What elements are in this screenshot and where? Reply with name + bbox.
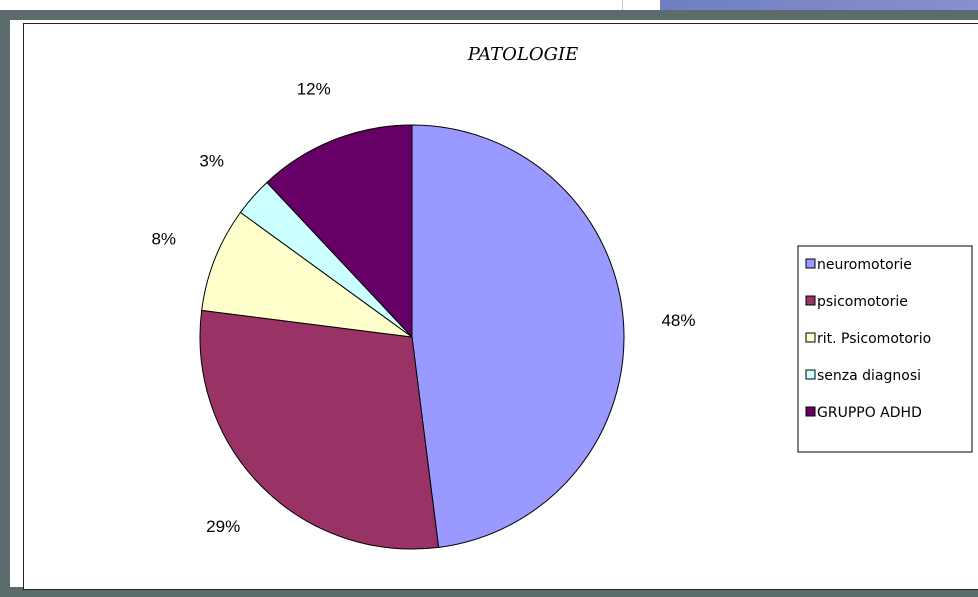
data-label: 3% — [199, 151, 224, 170]
pie-slice-neuromotorie — [411, 124, 625, 548]
legend-swatch — [805, 369, 816, 380]
pie-slices — [199, 124, 625, 550]
data-label: 12% — [297, 80, 331, 99]
legend-label: rit. Psicomotorio — [817, 331, 931, 347]
legend-swatch — [805, 332, 816, 343]
legend-label: senza diagnosi — [817, 368, 921, 384]
legend-swatch — [805, 406, 816, 417]
legend-items: neuromotorie psicomotorie rit. Psicomotori… — [805, 257, 931, 421]
pie-slice-psicomotorie — [199, 309, 440, 550]
pie-slice-rit-psicomotorio — [201, 211, 413, 338]
chart-title: PATOLOGIE — [467, 44, 579, 65]
legend-swatch — [805, 295, 816, 306]
data-label: 48% — [661, 311, 695, 330]
legend-box — [797, 245, 973, 453]
legend-label: GRUPPO ADHD — [817, 405, 922, 421]
top-divider — [622, 0, 623, 12]
pie-labels: 48% 29% 8% 3% 12% — [151, 80, 695, 536]
legend-swatch — [805, 258, 816, 269]
legend-label: psicomotorie — [817, 294, 908, 310]
legend-label: neuromotorie — [817, 257, 912, 273]
legend: neuromotorie psicomotorie rit. Psicomotori… — [797, 245, 973, 453]
pie-slice-gruppo-adhd — [266, 124, 413, 339]
top-accent-bar — [660, 0, 978, 12]
data-label: 8% — [151, 230, 176, 249]
data-label: 29% — [206, 517, 240, 536]
